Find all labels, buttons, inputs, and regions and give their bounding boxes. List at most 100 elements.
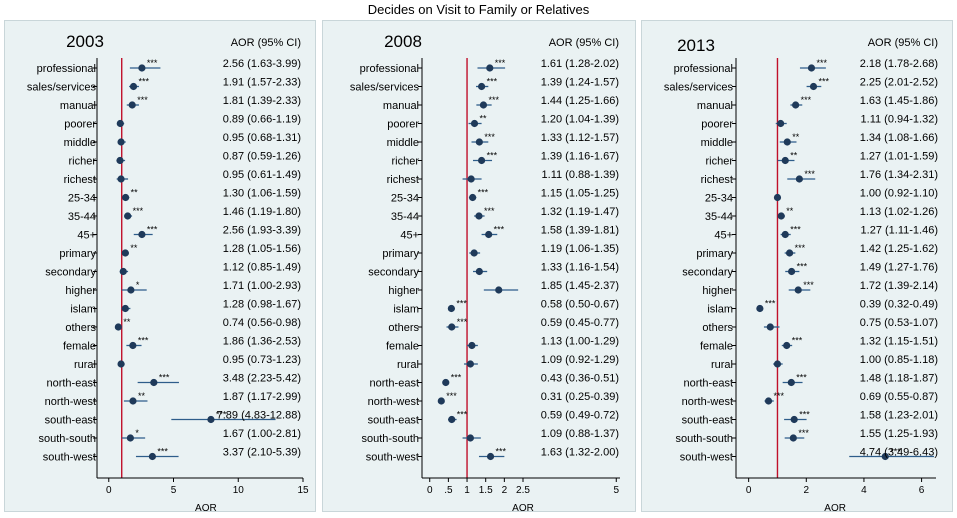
aor-point — [469, 193, 477, 202]
category-label: manual — [383, 100, 419, 112]
category-label: higher — [388, 285, 419, 297]
significance-stars: *** — [804, 169, 815, 179]
ci-value-label: 1.87 (1.17-2.99) — [223, 391, 301, 403]
significance-stars: *** — [792, 336, 803, 346]
ci-value-label: 1.33 (1.16-1.54) — [541, 262, 619, 274]
ci-value-label: 1.44 (1.25-1.66) — [541, 95, 619, 107]
category-label: north-west — [45, 396, 96, 408]
ci-value-label: 1.61 (1.28-2.02) — [541, 58, 619, 70]
aor-point — [126, 434, 134, 442]
ci-value-label: 0.87 (0.59-1.26) — [223, 151, 301, 163]
ci-value-label: 1.39 (1.24-1.57) — [541, 77, 619, 89]
aor-point — [129, 82, 138, 91]
significance-stars: *** — [488, 95, 499, 105]
ci-value-label: 1.12 (0.85-1.49) — [223, 262, 301, 274]
significance-stars: * — [135, 428, 139, 438]
category-label: south-east — [368, 415, 419, 427]
ci-value-label: 1.27 (1.01-1.59) — [860, 151, 938, 163]
panel-title: 2003 — [66, 32, 104, 51]
ci-value-label: 1.32 (1.19-1.47) — [541, 206, 619, 218]
ci-value-label: 2.25 (2.01-2.52) — [860, 77, 938, 89]
significance-stars: ** — [131, 188, 139, 198]
ci-column-header: AOR (95% CI) — [549, 37, 619, 49]
category-label: secondary — [45, 267, 96, 279]
ci-value-label: 1.13 (1.02-1.26) — [860, 206, 938, 218]
ci-value-label: 0.39 (0.32-0.49) — [860, 299, 938, 311]
category-label: professional — [674, 63, 733, 75]
ci-column-header: AOR (95% CI) — [868, 37, 938, 49]
significance-stars: *** — [795, 243, 806, 253]
aor-point — [756, 304, 764, 313]
ci-value-label: 3.37 (2.10-5.39) — [223, 447, 301, 459]
ci-value-label: 1.09 (0.88-1.37) — [541, 428, 619, 440]
ci-value-label: 1.27 (1.11-1.46) — [861, 225, 938, 237]
category-label: secondary — [682, 267, 733, 279]
x-tick-label: 0 — [427, 485, 433, 496]
ci-value-label: 7.89 (4.83-12.88) — [217, 410, 301, 422]
aor-point — [777, 212, 785, 220]
aor-point — [485, 230, 493, 239]
significance-stars: *** — [801, 95, 812, 105]
significance-stars: *** — [484, 206, 495, 216]
ci-value-label: 2.56 (1.63-3.99) — [223, 58, 301, 70]
aor-point — [124, 212, 132, 220]
category-label: 25-34 — [705, 193, 733, 205]
category-label: south-west — [366, 452, 419, 464]
aor-point — [794, 286, 802, 294]
category-label: rural — [711, 359, 733, 371]
figure-title: Decides on Visit to Family or Relatives — [367, 2, 590, 17]
aor-point — [207, 415, 215, 424]
category-label: manual — [697, 100, 733, 112]
category-label: female — [700, 341, 733, 353]
ci-value-label: 2.18 (1.78-2.68) — [860, 58, 938, 70]
aor-point — [477, 156, 486, 165]
aor-point — [470, 119, 479, 128]
aor-point — [773, 193, 782, 202]
aor-point — [781, 156, 789, 165]
significance-stars: *** — [765, 299, 776, 309]
ci-value-label: 1.20 (1.04-1.39) — [541, 114, 619, 126]
category-label: rural — [74, 359, 96, 371]
ci-value-label: 1.39 (1.16-1.67) — [541, 151, 619, 163]
aor-point — [466, 434, 474, 442]
category-label: richest — [701, 174, 733, 186]
aor-point — [117, 175, 125, 183]
aor-point — [148, 452, 157, 461]
aor-point — [783, 341, 791, 350]
category-label: higher — [65, 285, 96, 297]
aor-point — [119, 267, 127, 276]
category-label: islam — [707, 304, 733, 316]
panel-title: 2008 — [384, 32, 422, 51]
aor-point — [129, 397, 137, 405]
panel-2013: 2013 AOR (95% CI) 0 2 4 6 AOR professional *** 2.… — [641, 20, 953, 514]
category-label: female — [386, 341, 419, 353]
category-label: female — [63, 341, 96, 353]
category-label: south-west — [43, 452, 96, 464]
significance-stars: *** — [216, 410, 227, 420]
aor-point — [122, 193, 130, 202]
category-label: middle — [64, 137, 96, 149]
significance-stars: *** — [774, 391, 785, 401]
aor-point — [442, 378, 450, 387]
significance-stars: ** — [790, 151, 798, 161]
category-label: 45+ — [77, 230, 96, 242]
category-label: others — [702, 322, 733, 334]
x-tick-label: 0 — [746, 485, 752, 496]
category-label: north-west — [368, 396, 419, 408]
category-label: 25-34 — [68, 193, 96, 205]
aor-point — [448, 415, 456, 424]
ci-value-label: 0.95 (0.68-1.31) — [223, 132, 301, 144]
ci-value-label: 1.58 (1.23-2.01) — [860, 410, 938, 422]
significance-stars: *** — [484, 132, 495, 142]
forest-plot-2013: 2013 AOR (95% CI) 0 2 4 6 AOR professional *** 2.… — [664, 36, 938, 514]
significance-stars: *** — [457, 410, 468, 420]
panel-2008: 2008 AOR (95% CI) 0 .5 1 1.5 2 2.5 5 AOR professio… — [322, 20, 636, 514]
category-label: islam — [393, 304, 419, 316]
ci-value-label: 1.76 (1.34-2.31) — [860, 169, 938, 181]
aor-point — [766, 323, 774, 331]
ci-value-label: 1.32 (1.15-1.51) — [860, 336, 938, 348]
significance-stars: *** — [494, 225, 505, 235]
aor-point — [789, 434, 797, 442]
category-label: higher — [702, 285, 733, 297]
